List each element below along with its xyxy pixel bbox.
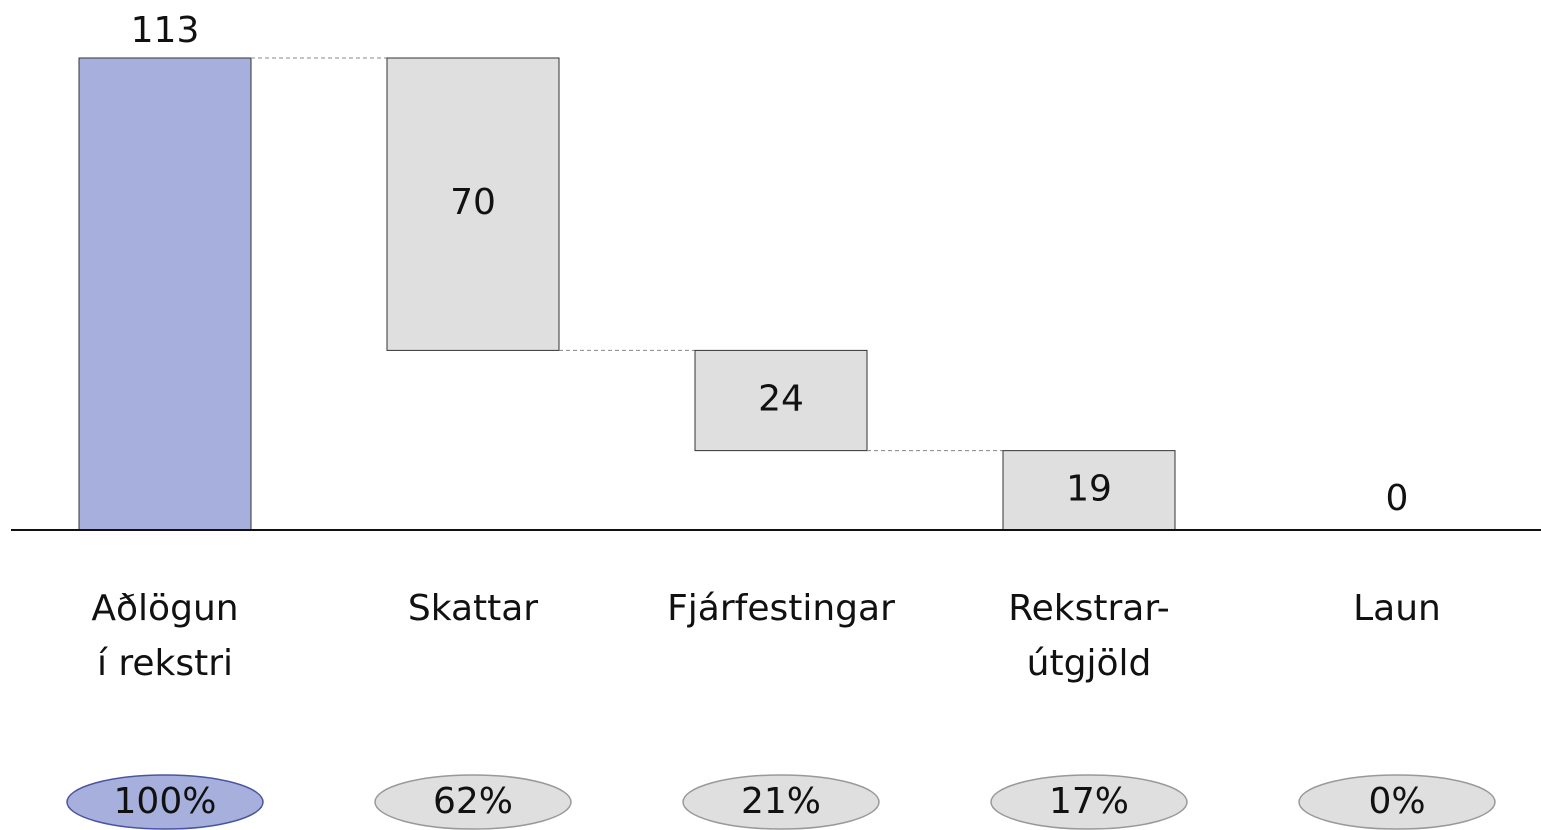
share-badge <box>66 774 264 830</box>
category-label: Aðlögun <box>91 588 238 629</box>
share-badge <box>1298 774 1496 830</box>
share-label: 100% <box>114 781 217 822</box>
share-label: 0% <box>1368 781 1425 822</box>
value-label: 19 <box>1066 468 1112 509</box>
bar <box>694 349 868 452</box>
category-label: í rekstri <box>97 643 233 684</box>
share-label: 17% <box>1049 781 1129 822</box>
category-label: Rekstrar- <box>1008 588 1170 629</box>
share-label: 21% <box>741 781 821 822</box>
category-label: Laun <box>1353 588 1441 629</box>
category-label: útgjöld <box>1027 643 1152 684</box>
share-badge <box>682 774 880 830</box>
share-label: 62% <box>433 781 513 822</box>
share-badge <box>990 774 1188 830</box>
share-badge <box>374 774 572 830</box>
bar <box>78 57 252 531</box>
bar <box>1002 450 1176 531</box>
category-label: Skattar <box>408 588 538 629</box>
value-label: 113 <box>131 10 200 51</box>
category-label: Fjárfestingar <box>667 588 895 629</box>
value-label: 24 <box>758 379 804 420</box>
value-label: 0 <box>1386 478 1409 519</box>
value-label: 70 <box>450 182 496 223</box>
bar <box>386 57 560 351</box>
